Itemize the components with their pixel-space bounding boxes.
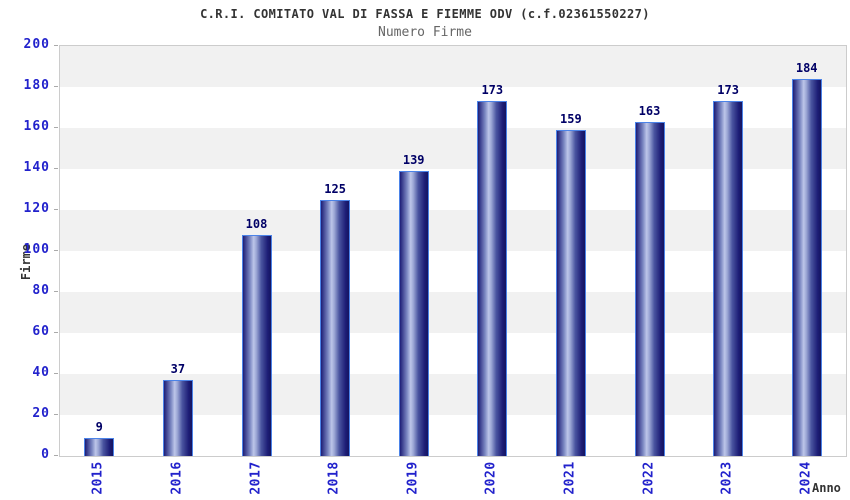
y-tick-60: 60 [32, 324, 50, 339]
bar-2019 [399, 171, 429, 456]
bar-2016 [163, 380, 193, 456]
y-tick-20: 20 [32, 406, 50, 421]
x-tick-2019: 2019 [405, 461, 421, 495]
x-tick-2020: 2020 [483, 461, 499, 495]
chart-title: C.R.I. COMITATO VAL DI FASSA E FIEMME OD… [200, 7, 650, 21]
bar-2022 [635, 122, 665, 456]
y-tick-200: 200 [23, 37, 50, 52]
y-tick-mark [54, 168, 58, 169]
x-tick-2016: 2016 [169, 461, 185, 495]
x-tick-2023: 2023 [719, 461, 735, 495]
bar-value-2017: 108 [245, 217, 268, 231]
bar-value-2015: 9 [95, 420, 103, 434]
x-tick-2021: 2021 [562, 461, 578, 495]
plot-area: 9 37 108 125 139 173 159 163 173 184 [59, 45, 847, 457]
bar-2015 [84, 438, 114, 456]
x-tick-2015: 2015 [90, 461, 106, 495]
bar-value-2016: 37 [170, 362, 186, 376]
y-tick-160: 160 [23, 119, 50, 134]
bar-value-2024: 184 [795, 61, 818, 75]
y-tick-mark [54, 250, 58, 251]
y-tick-0: 0 [41, 447, 50, 462]
y-tick-120: 120 [23, 201, 50, 216]
bar-value-2021: 159 [560, 112, 582, 126]
y-tick-mark [54, 45, 58, 46]
y-tick-mark [54, 209, 58, 210]
y-tick-180: 180 [23, 78, 50, 93]
bar-value-2020: 173 [481, 83, 504, 97]
bar-value-2023: 173 [717, 83, 739, 97]
y-tick-100: 100 [23, 242, 50, 257]
bar-value-2018: 125 [324, 182, 346, 196]
y-tick-mark [54, 86, 58, 87]
y-tick-mark [54, 127, 58, 128]
y-tick-mark [54, 414, 58, 415]
y-tick-mark [54, 455, 58, 456]
bar-2017 [242, 235, 272, 456]
grid-band-gray [60, 46, 846, 87]
x-tick-2018: 2018 [326, 461, 342, 495]
x-tick-2022: 2022 [641, 461, 656, 495]
x-tick-2024: 2024 [798, 461, 814, 495]
bar-2020 [477, 101, 507, 456]
bar-2018 [320, 200, 350, 456]
x-axis-title: Anno [812, 481, 841, 495]
bar-2021 [556, 130, 586, 456]
y-tick-80: 80 [32, 283, 50, 298]
chart-subtitle: Numero Firme [378, 25, 472, 40]
y-tick-140: 140 [23, 160, 50, 175]
y-tick-mark [54, 373, 58, 374]
bar-2024 [792, 79, 822, 456]
y-tick-mark [54, 291, 58, 292]
y-tick-mark [54, 332, 58, 333]
bar-value-2022: 163 [638, 104, 661, 118]
bar-2023 [713, 101, 743, 456]
x-tick-2017: 2017 [248, 461, 263, 495]
y-tick-40: 40 [32, 365, 50, 380]
bar-value-2019: 139 [402, 153, 425, 167]
